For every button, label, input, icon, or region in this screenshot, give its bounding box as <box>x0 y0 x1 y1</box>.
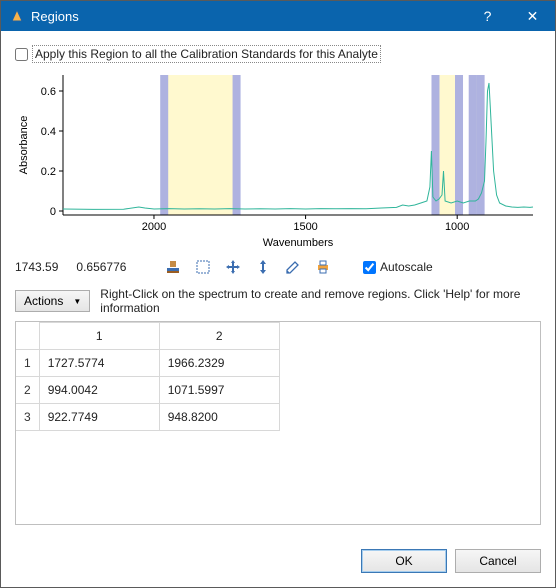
actions-button-label: Actions <box>24 294 63 308</box>
zoom-y-icon[interactable] <box>253 257 273 277</box>
row-number: 3 <box>16 404 39 431</box>
table-cell[interactable]: 1966.2329 <box>159 350 279 377</box>
apply-region-checkbox[interactable] <box>15 48 28 61</box>
app-icon <box>9 8 25 24</box>
column-header[interactable]: 2 <box>159 323 279 350</box>
select-region-icon[interactable] <box>193 257 213 277</box>
dialog-body: Apply this Region to all the Calibration… <box>1 31 555 539</box>
help-button[interactable]: ? <box>465 1 510 31</box>
actions-hint: Right-Click on the spectrum to create an… <box>100 287 541 315</box>
pan-icon[interactable] <box>223 257 243 277</box>
status-row: 1743.59 0.656776 Autoscale <box>15 257 541 277</box>
svg-text:Absorbance: Absorbance <box>18 116 30 175</box>
cursor-y: 0.656776 <box>76 260 126 274</box>
regions-table-wrap: 1211727.57741966.23292994.00421071.59973… <box>15 321 541 525</box>
spectrum-svg: 0 0.2 0.4 0.6 2000 1500 1000 Wavenumbers Absorba… <box>15 69 539 249</box>
table-row[interactable]: 3922.7749948.8200 <box>16 404 279 431</box>
table-cell[interactable]: 948.8200 <box>159 404 279 431</box>
svg-text:1000: 1000 <box>445 221 469 233</box>
table-cell[interactable]: 1727.5774 <box>39 350 159 377</box>
ok-button[interactable]: OK <box>361 549 447 573</box>
cursor-coords: 1743.59 0.656776 <box>15 260 145 274</box>
dialog-footer: OK Cancel <box>1 539 555 587</box>
caret-down-icon: ▼ <box>73 297 81 306</box>
chart-toolbar: Autoscale <box>163 257 433 277</box>
autoscale-checkbox[interactable] <box>363 261 376 274</box>
row-number: 1 <box>16 350 39 377</box>
column-header[interactable]: 1 <box>39 323 159 350</box>
table-row[interactable]: 2994.00421071.5997 <box>16 377 279 404</box>
svg-text:0.4: 0.4 <box>41 126 56 138</box>
print-icon[interactable] <box>313 257 333 277</box>
table-cell[interactable]: 1071.5997 <box>159 377 279 404</box>
actions-button[interactable]: Actions ▼ <box>15 290 90 312</box>
apply-region-label[interactable]: Apply this Region to all the Calibration… <box>32 45 381 63</box>
apply-region-row: Apply this Region to all the Calibration… <box>15 45 541 63</box>
svg-text:0: 0 <box>50 206 56 218</box>
svg-text:2000: 2000 <box>142 221 166 233</box>
table-row[interactable]: 11727.57741966.2329 <box>16 350 279 377</box>
spectrum-chart[interactable]: 0 0.2 0.4 0.6 2000 1500 1000 Wavenumbers Absorba… <box>15 69 541 249</box>
window-title: Regions <box>31 9 465 24</box>
svg-text:0.6: 0.6 <box>41 86 56 98</box>
svg-text:Wavenumbers: Wavenumbers <box>263 237 334 249</box>
titlebar: Regions ? ✕ <box>1 1 555 31</box>
close-button[interactable]: ✕ <box>510 1 555 31</box>
row-number: 2 <box>16 377 39 404</box>
stamp-icon[interactable] <box>163 257 183 277</box>
cancel-button[interactable]: Cancel <box>455 549 541 573</box>
regions-dialog: Regions ? ✕ Apply this Region to all the… <box>0 0 556 588</box>
cursor-x: 1743.59 <box>15 260 58 274</box>
svg-text:0.2: 0.2 <box>41 166 56 178</box>
edit-icon[interactable] <box>283 257 303 277</box>
regions-table[interactable]: 1211727.57741966.23292994.00421071.59973… <box>16 322 280 431</box>
autoscale-control: Autoscale <box>363 260 433 274</box>
actions-row: Actions ▼ Right-Click on the spectrum to… <box>15 287 541 315</box>
table-cell[interactable]: 922.7749 <box>39 404 159 431</box>
autoscale-label[interactable]: Autoscale <box>380 260 433 274</box>
svg-text:1500: 1500 <box>293 221 317 233</box>
table-cell[interactable]: 994.0042 <box>39 377 159 404</box>
